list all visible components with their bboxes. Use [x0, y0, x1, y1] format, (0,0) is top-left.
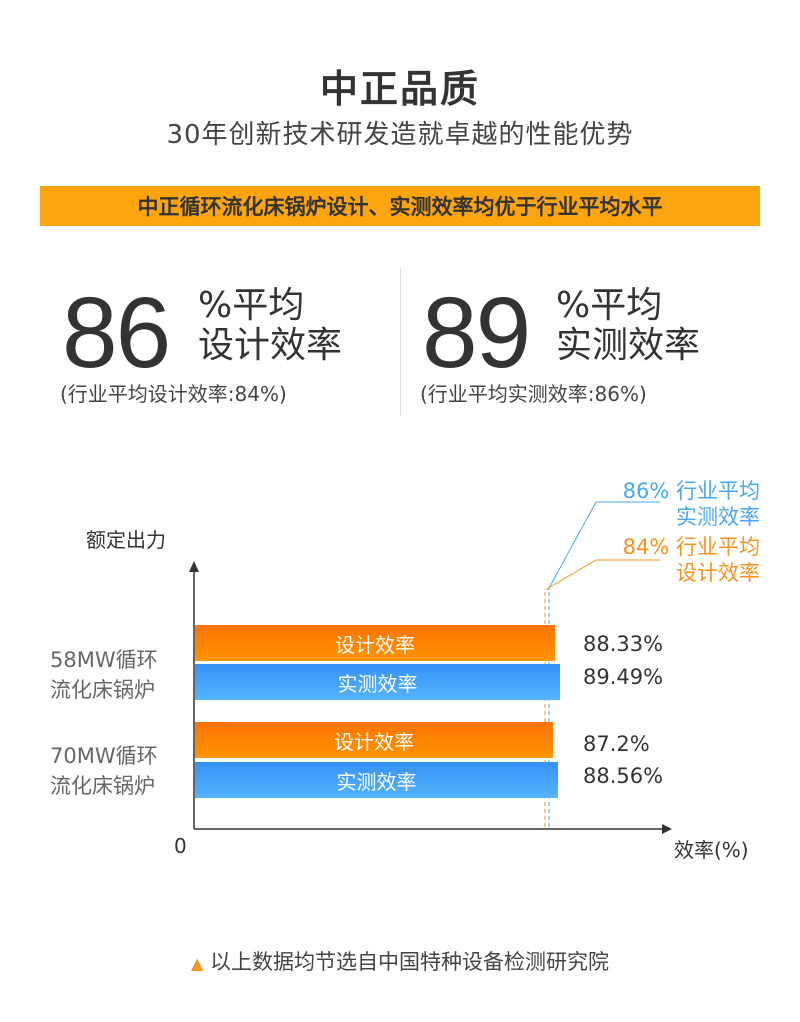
bar-70mw-measured: 实测效率 — [195, 762, 558, 798]
value-70mw-design: 87.2% — [583, 732, 650, 756]
stat-design-note: (行业平均设计效率:84%) — [60, 382, 287, 406]
callout-design-average: 84% 行业平均 设计效率 — [560, 534, 760, 586]
bar-label: 设计效率 — [334, 729, 414, 754]
callout-measured-line2: 实测效率 — [676, 505, 760, 529]
stat-design-number: 86 — [62, 277, 171, 389]
origin-label: 0 — [174, 834, 187, 858]
stats-divider — [400, 268, 401, 416]
category-line2: 流化床锅炉 — [50, 678, 155, 702]
category-line2: 流化床锅炉 — [50, 774, 155, 798]
bar-58mw-design: 设计效率 — [195, 625, 555, 661]
banner-text: 中正循环流化床锅炉设计、实测效率均优于行业平均水平 — [137, 195, 663, 219]
source-text: 以上数据均节选自中国特种设备检测研究院 — [210, 950, 609, 974]
highlight-banner: 中正循环流化床锅炉设计、实测效率均优于行业平均水平 — [40, 186, 760, 226]
y-axis-label: 额定出力 — [86, 528, 166, 552]
callout-design-value: 84% — [622, 535, 670, 559]
callout-measured-line1: 行业平均 — [676, 479, 760, 503]
stat-design-line2: 设计效率 — [198, 325, 343, 366]
stat-measured-line1: %平均 — [556, 285, 663, 326]
callout-measured-value: 86% — [622, 479, 670, 503]
category-label-58mw: 58MW循环 流化床锅炉 — [50, 645, 158, 705]
category-line1: 58MW循环 — [50, 648, 158, 672]
callout-design-line2: 设计效率 — [676, 561, 760, 585]
source-note: ▲ 以上数据均节选自中国特种设备检测研究院 — [0, 946, 800, 976]
stat-measured-number: 89 — [422, 277, 531, 389]
triangle-up-icon: ▲ — [191, 954, 204, 973]
page-title: 中正品质 — [319, 67, 480, 111]
bar-label: 设计效率 — [335, 632, 415, 657]
page-subtitle: 30年创新技术研发造就卓越的性能优势 — [166, 120, 634, 150]
bar-58mw-measured: 实测效率 — [195, 664, 560, 700]
callout-measured-average: 86% 行业平均 实测效率 — [560, 478, 760, 530]
value-70mw-measured: 88.56% — [583, 764, 664, 788]
stat-design-line1: %平均 — [198, 285, 305, 326]
category-line1: 70MW循环 — [50, 744, 158, 768]
callout-design-line1: 行业平均 — [676, 535, 760, 559]
value-58mw-design: 88.33% — [583, 632, 664, 656]
bar-label: 实测效率 — [336, 769, 417, 794]
category-label-70mw: 70MW循环 流化床锅炉 — [50, 741, 158, 801]
x-axis-label: 效率(%) — [674, 838, 749, 862]
bar-70mw-design: 设计效率 — [195, 722, 553, 758]
stat-measured-note: (行业平均实测效率:86%) — [420, 382, 647, 406]
stat-measured-line2: 实测效率 — [556, 325, 701, 366]
value-58mw-measured: 89.49% — [583, 665, 664, 689]
bar-label: 实测效率 — [337, 671, 418, 696]
